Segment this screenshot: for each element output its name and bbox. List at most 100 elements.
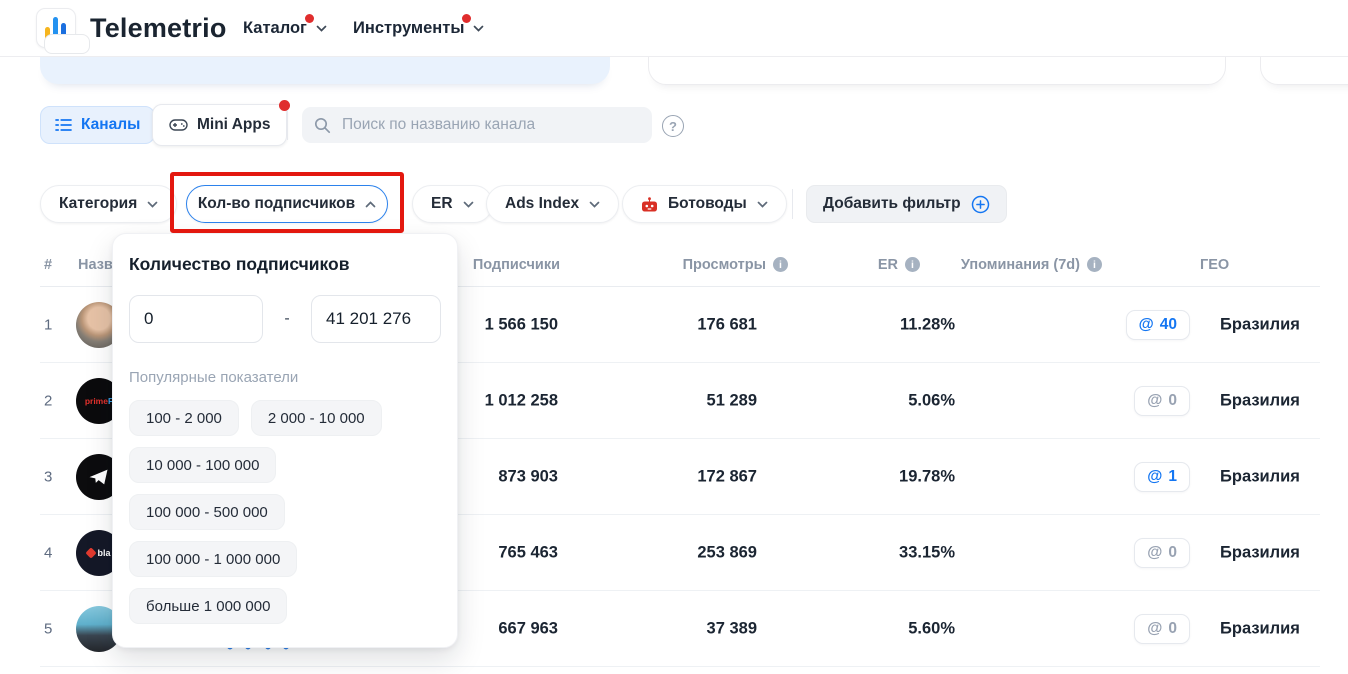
mentions-badge[interactable]: 0 [1134,386,1190,416]
nav-tools[interactable]: Инструменты [353,0,484,56]
chevron-up-icon [365,200,376,207]
views-value: 253 869 [697,543,757,562]
tab-mini-apps[interactable]: Mini Apps [152,100,291,146]
header-views-label: Просмотры [682,256,766,273]
preset-chip[interactable]: 100 - 2 000 [129,400,239,436]
mentions-badge[interactable]: 0 [1134,614,1190,644]
chevron-down-icon [474,25,484,32]
brand[interactable]: Telemetrio [36,8,227,48]
header-mentions: Упоминания (7d) [940,257,1102,273]
chevron-down-icon [147,201,158,208]
subscribers-dropdown: Количество подписчиков - Популярные пока… [112,233,458,648]
preset-chip[interactable]: 2 000 - 10 000 [250,400,382,436]
views-value: 37 389 [706,619,757,638]
row-rank: 4 [44,544,53,562]
er-value: 33.15% [899,543,955,562]
clipped-channel-link[interactable] [222,640,302,656]
help-icon[interactable] [662,115,684,137]
list-icon [55,119,72,131]
header-mentions-label: Упоминания (7d) [960,256,1080,273]
at-icon [1139,316,1154,334]
geo-value: Бразилия [1220,315,1300,334]
range-row: - [129,295,441,343]
min-subscribers-input[interactable] [129,295,263,343]
divider [287,110,288,140]
preset-chip[interactable]: 100 000 - 1 000 000 [129,541,298,577]
subscribers-value: 1 566 150 [484,315,558,334]
preset-chips: 100 - 2 000 2 000 - 10 000 10 000 - 100 00… [129,400,441,624]
nav-catalog[interactable]: Каталог [243,0,327,56]
er-value: 5.06% [908,391,955,410]
geo-value: Бразилия [1220,619,1300,638]
robot-icon [642,196,657,211]
views-value: 176 681 [697,315,757,334]
notification-dot [279,100,291,111]
mentions-badge[interactable]: 40 [1125,310,1190,340]
header-views: Просмотры [600,257,788,273]
mentions-badge[interactable]: 0 [1134,538,1190,568]
info-icon[interactable] [1087,257,1102,272]
search-icon [314,117,331,133]
at-icon [1147,620,1162,638]
tab-channels[interactable]: Каналы [40,106,156,144]
filter-er[interactable]: ER [412,185,493,223]
chevron-down-icon [757,201,768,208]
add-filter-label: Добавить фильтр [823,195,961,212]
filter-er-label: ER [431,195,453,212]
add-filter-button[interactable]: Добавить фильтр [806,185,1007,223]
channel-search [302,107,652,143]
chevron-down-icon [463,201,473,208]
header-er-label: ER [877,256,898,273]
table-row[interactable]: 1 1 566 150 176 681 11.28% 40 Бразилия [0,287,1348,363]
gamepad-icon [169,119,188,131]
mentions-badge[interactable]: 1 [1134,462,1190,492]
search-input[interactable] [340,115,640,135]
er-value: 19.78% [899,467,955,486]
tab-channels-label: Каналы [81,116,141,133]
plus-circle-icon [971,195,989,213]
subscribers-value: 1 012 258 [484,391,558,410]
row-rank: 5 [44,620,53,638]
preset-chip[interactable]: 100 000 - 500 000 [129,494,285,530]
filter-category[interactable]: Категория [40,185,178,223]
header-geo: ГЕО [1200,256,1230,273]
views-value: 51 289 [706,391,757,410]
row-rank: 1 [44,316,53,334]
clipped-card-middle [648,56,1226,85]
row-rank: 3 [44,468,53,486]
filter-ads-index[interactable]: Ads Index [486,185,620,223]
info-icon[interactable] [905,257,920,272]
chevron-down-icon [316,25,327,32]
preset-chip[interactable]: больше 1 000 000 [129,588,288,624]
info-icon[interactable] [773,257,788,272]
filter-category-label: Категория [59,195,138,212]
preset-chip[interactable]: 10 000 - 100 000 [129,447,277,483]
header-subscribers: Подписчики [472,256,560,273]
filter-subscribers-label: Кол-во подписчиков [197,195,356,212]
top-header: Telemetrio Каталог Инструменты [0,0,1348,57]
subscribers-value: 873 903 [498,467,558,486]
views-value: 172 867 [697,467,757,486]
max-subscribers-input[interactable] [311,295,441,343]
popular-presets-label: Популярные показатели [129,369,299,386]
notification-dot [462,13,472,23]
at-icon [1147,392,1162,410]
clipped-chip [44,34,90,54]
at-icon [1147,544,1162,562]
header-er: ER [820,257,920,273]
header-rank: # [44,256,53,273]
filter-subscribers[interactable]: Кол-во подписчиков [186,185,388,223]
notification-dot [304,13,314,23]
filter-bots[interactable]: Ботоводы [622,185,787,223]
tab-mini-apps-label: Mini Apps [197,116,271,133]
er-value: 5.60% [908,619,955,638]
row-rank: 2 [44,392,53,410]
clipped-card-left [40,56,610,84]
filter-ads-index-label: Ads Index [505,195,580,212]
brand-name: Telemetrio [90,12,227,43]
subscribers-value: 667 963 [498,619,558,638]
er-value: 11.28% [899,315,955,334]
subscribers-value: 765 463 [498,543,558,562]
